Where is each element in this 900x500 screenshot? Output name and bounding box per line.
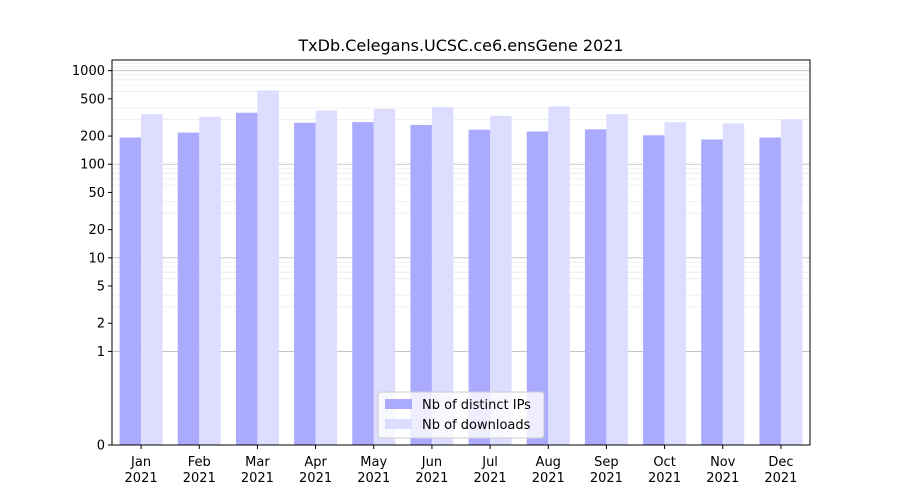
bar-distinct-ips — [643, 135, 665, 445]
y-tick-label: 1 — [97, 345, 105, 360]
bar-distinct-ips — [177, 132, 200, 445]
legend: Nb of distinct IPs Nb of downloads — [377, 391, 545, 439]
bar-downloads — [548, 106, 570, 445]
x-tick-label: Jan 2021 — [125, 455, 158, 486]
x-tick-label: Nov 2021 — [706, 455, 739, 486]
x-tick-label: Feb 2021 — [183, 455, 216, 486]
chart-title: TxDb.Celegans.UCSC.ce6.ensGene 2021 — [297, 36, 623, 55]
y-tick-label: 500 — [80, 92, 105, 107]
legend-label: Nb of distinct IPs — [422, 398, 531, 413]
x-tick-label: Jul 2021 — [474, 455, 507, 486]
bar-downloads — [373, 108, 396, 446]
bar-downloads — [780, 119, 803, 445]
x-tick-label: Aug 2021 — [532, 455, 565, 486]
bar-distinct-ips — [468, 129, 491, 445]
y-tick-label: 10 — [88, 251, 105, 266]
y-tick-label: 200 — [80, 130, 105, 145]
bar-distinct-ips — [759, 137, 781, 446]
x-tick-label: Sep 2021 — [590, 455, 623, 486]
bar-downloads — [606, 114, 628, 446]
legend-swatch — [385, 399, 412, 409]
y-tick-label: 20 — [88, 223, 105, 238]
legend-swatch — [385, 419, 412, 429]
bar-distinct-ips — [584, 129, 607, 445]
bar-distinct-ips — [119, 137, 142, 446]
bars — [119, 90, 803, 446]
y-tick-label: 100 — [80, 158, 105, 173]
y-axis: 0 1 2 5 10 20 50 100 200 500 1000 — [72, 64, 112, 454]
bar-downloads — [431, 107, 454, 446]
bar-downloads — [664, 122, 687, 445]
bar-distinct-ips — [526, 131, 549, 446]
x-tick-label: May 2021 — [357, 455, 390, 486]
x-tick-label: Apr 2021 — [299, 455, 332, 486]
legend-box — [377, 391, 545, 439]
bar-downloads — [199, 116, 221, 445]
x-tick-label: Mar 2021 — [241, 455, 274, 486]
bar-downloads — [722, 123, 745, 445]
bar-downloads — [257, 90, 279, 446]
grid — [112, 62, 810, 352]
y-tick-label: 2 — [97, 317, 105, 332]
bar-distinct-ips — [294, 122, 316, 445]
y-tick-label: 50 — [88, 186, 105, 201]
bar-downloads — [490, 115, 512, 445]
bar-distinct-ips — [410, 124, 432, 445]
plot-frame — [111, 59, 811, 446]
bar-distinct-ips — [235, 112, 258, 445]
x-tick-label: Jun 2021 — [415, 455, 448, 486]
bar-downloads — [315, 110, 338, 446]
y-tick-label: 1000 — [72, 64, 105, 79]
x-tick-label: Oct 2021 — [648, 455, 681, 486]
bar-distinct-ips — [701, 139, 723, 445]
bar-distinct-ips — [352, 122, 374, 446]
y-tick-label: 0 — [97, 439, 105, 454]
y-tick-label: 5 — [97, 280, 105, 295]
bar-downloads — [141, 114, 163, 445]
legend-label: Nb of downloads — [422, 418, 531, 433]
x-axis: Jan 2021 Feb 2021 Mar 2021 Apr 2021 May 2021 Jun 20… — [125, 445, 797, 486]
x-tick-label: Dec 2021 — [764, 455, 797, 486]
